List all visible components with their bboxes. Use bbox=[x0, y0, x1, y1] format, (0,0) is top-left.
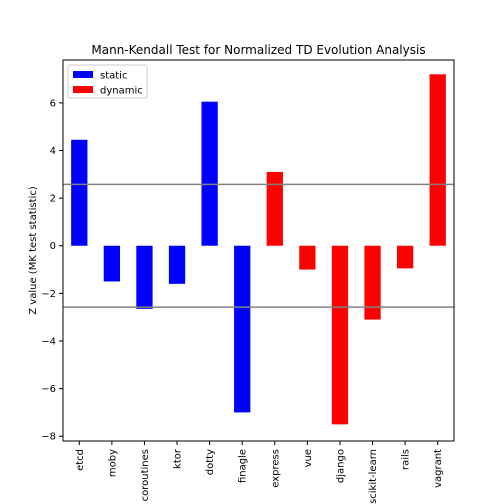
bar-vue bbox=[299, 245, 316, 270]
bar-coroutines bbox=[136, 245, 153, 309]
bar-ktor bbox=[168, 245, 186, 284]
y-axis-label: Z value (MK test statistic) bbox=[28, 186, 39, 315]
y-tick-label: −6 bbox=[41, 384, 56, 395]
x-tick-label-rails: rails bbox=[401, 449, 412, 470]
bar-scikit-learn bbox=[364, 245, 381, 320]
bar-dotty bbox=[201, 101, 218, 246]
reference-lines bbox=[63, 183, 454, 308]
y-tick-label: 0 bbox=[50, 241, 56, 252]
legend-label-dynamic: dynamic bbox=[100, 86, 143, 97]
x-tick-label-etcd: etcd bbox=[75, 449, 86, 471]
plot-frame bbox=[62, 59, 455, 442]
y-tick-label: 6 bbox=[50, 98, 56, 109]
x-tick-label-vagrant: vagrant bbox=[433, 449, 444, 488]
legend-swatch-dynamic bbox=[73, 86, 93, 93]
x-tick-label-express: express bbox=[270, 449, 281, 488]
y-tick-label: 4 bbox=[50, 146, 56, 157]
x-tick-label-scikit-learn: scikit-learn bbox=[368, 449, 379, 504]
x-axis: etcd moby coroutines ktor dotty finagle expres… bbox=[75, 441, 444, 504]
y-tick-label: −4 bbox=[41, 336, 56, 347]
x-tick-label-vue: vue bbox=[303, 449, 314, 467]
y-axis: −8 −6 −4 −2 0 2 4 6 bbox=[41, 98, 63, 443]
bar-etcd bbox=[71, 139, 88, 246]
bar-moby bbox=[103, 245, 121, 282]
bar-django bbox=[331, 245, 349, 425]
x-tick-label-ktor: ktor bbox=[173, 448, 184, 469]
legend-swatch-static bbox=[73, 71, 93, 78]
y-tick-label: −2 bbox=[41, 289, 56, 300]
x-tick-label-dotty: dotty bbox=[205, 449, 216, 475]
x-tick-label-finagle: finagle bbox=[238, 449, 249, 483]
chart-title: Mann-Kendall Test for Normalized TD Evol… bbox=[91, 43, 425, 57]
y-tick-label: −8 bbox=[41, 432, 56, 443]
bar-finagle bbox=[234, 245, 251, 413]
x-tick-label-coroutines: coroutines bbox=[140, 449, 151, 501]
x-tick-label-moby: moby bbox=[107, 449, 118, 477]
bar-express bbox=[266, 171, 283, 246]
bar-rails bbox=[396, 245, 414, 269]
x-tick-label-django: django bbox=[335, 449, 346, 483]
legend-label-static: static bbox=[100, 71, 127, 82]
bar-group bbox=[71, 74, 446, 425]
y-tick-label: 2 bbox=[50, 194, 56, 205]
legend: static dynamic bbox=[67, 64, 148, 99]
bar-vagrant bbox=[429, 74, 446, 246]
